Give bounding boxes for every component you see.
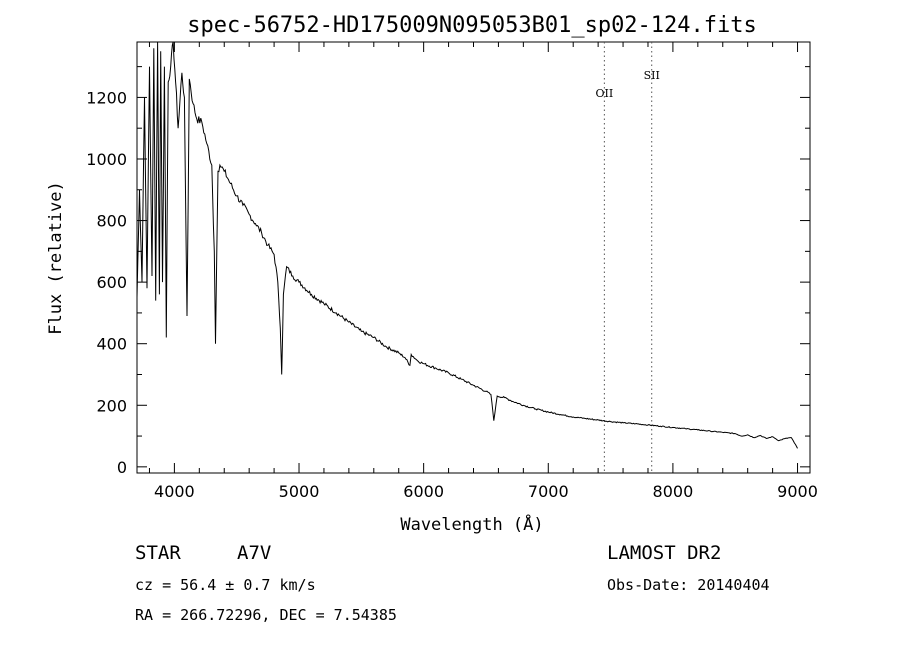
x-tick-label: 4000 — [154, 482, 195, 501]
object-type: STAR — [135, 542, 181, 564]
object-subclass: A7V — [237, 542, 271, 564]
spectrum-line — [136, 41, 798, 449]
emission-line-label: SII — [644, 69, 660, 82]
y-axis-label: Flux (relative) — [46, 181, 66, 335]
y-tick-label: 800 — [96, 212, 127, 231]
y-tick-label: 200 — [96, 396, 127, 415]
survey-label: LAMOST DR2 — [607, 542, 721, 564]
x-tick-label: 8000 — [653, 482, 694, 501]
y-tick-label: 1000 — [86, 150, 127, 169]
annotation-group: OII SII — [596, 42, 660, 473]
x-tick-label: 5000 — [279, 482, 320, 501]
y-tick-label: 400 — [96, 335, 127, 354]
x-tick-label: 6000 — [403, 482, 444, 501]
chart-title: spec-56752-HD175009N095053B01_sp02-124.f… — [187, 13, 757, 38]
y-tick-label: 0 — [117, 458, 127, 477]
x-tick-label: 7000 — [528, 482, 569, 501]
axes-group: 4000 5000 6000 7000 8000 9000 0 200 400 600 800 100… — [86, 42, 818, 501]
y-tick-label: 600 — [96, 273, 127, 292]
obs-date-label: Obs-Date: 20140404 — [607, 576, 770, 594]
redshift-label: cz = 56.4 ± 0.7 km/s — [135, 576, 316, 594]
x-axis-label: Wavelength (Å) — [400, 513, 543, 535]
y-tick-label: 1200 — [86, 88, 127, 107]
coordinates-label: RA = 266.72296, DEC = 7.54385 — [135, 606, 397, 624]
plot-frame — [136, 41, 811, 474]
emission-line-label: OII — [596, 87, 614, 100]
x-tick-label: 9000 — [777, 482, 818, 501]
